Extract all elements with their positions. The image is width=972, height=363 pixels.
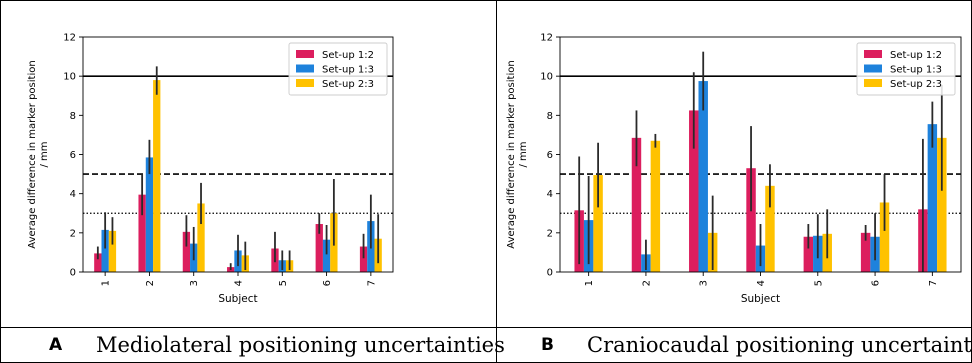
x-tick-label: 1 xyxy=(584,280,595,286)
y-tick-label: 4 xyxy=(547,189,553,200)
y-axis-label-line: Average difference in marker position xyxy=(506,60,517,248)
bar-set-up-2-3-subject-4 xyxy=(765,185,775,272)
bar-set-up-1-3-subject-3 xyxy=(698,81,708,272)
y-tick-label: 8 xyxy=(70,111,76,122)
legend-swatch xyxy=(864,50,882,58)
x-axis-label: Subject xyxy=(741,293,780,305)
bar-set-up-1-2-subject-1 xyxy=(94,253,102,272)
x-axis-label: Subject xyxy=(218,293,257,305)
y-tick-label: 0 xyxy=(70,268,76,279)
x-tick-label: 1 xyxy=(101,280,112,286)
y-tick-label: 2 xyxy=(70,228,76,239)
caption-b: B Craniocaudal positioning uncertainties xyxy=(497,327,972,363)
legend-swatch xyxy=(296,50,314,58)
legend-label: Set-up 1:2 xyxy=(322,50,374,61)
y-tick-label: 10 xyxy=(63,72,76,83)
x-tick-label: 6 xyxy=(871,280,882,286)
legend-swatch xyxy=(296,79,314,87)
caption-row-divider xyxy=(0,327,972,328)
legend-label: Set-up 1:2 xyxy=(890,50,942,61)
x-tick-label: 4 xyxy=(234,280,245,286)
x-tick-label: 5 xyxy=(278,280,289,286)
x-tick-label: 5 xyxy=(813,280,824,286)
bar-set-up-2-3-subject-7 xyxy=(937,137,947,272)
bar-set-up-2-3-subject-2 xyxy=(650,140,661,272)
y-tick-label: 8 xyxy=(547,111,553,122)
x-tick-label: 2 xyxy=(641,280,652,286)
panel-letter-a: A xyxy=(49,335,63,355)
x-tick-label: 7 xyxy=(366,280,377,286)
legend-label: Set-up 2:3 xyxy=(322,79,374,90)
bar-set-up-1-2-subject-4 xyxy=(746,168,756,272)
bar-set-up-2-3-subject-1 xyxy=(593,175,603,272)
legend-label: Set-up 2:3 xyxy=(890,79,942,90)
bar-set-up-1-2-subject-3 xyxy=(689,110,699,272)
legend-swatch xyxy=(296,64,314,73)
x-tick-label: 7 xyxy=(928,280,939,286)
y-tick-label: 0 xyxy=(547,268,553,279)
caption-text-a: Mediolateral positioning uncertainties xyxy=(96,333,505,357)
y-tick-label: 4 xyxy=(70,189,76,200)
y-tick-label: 12 xyxy=(540,33,553,44)
y-tick-label: 6 xyxy=(547,150,553,161)
y-tick-label: 10 xyxy=(540,72,553,83)
bar-set-up-1-3-subject-6 xyxy=(322,239,331,272)
legend-label: Set-up 1:3 xyxy=(890,65,942,76)
y-axis-label-line: / mm xyxy=(39,141,50,167)
bar-set-up-1-3-subject-7 xyxy=(927,124,938,272)
y-tick-label: 6 xyxy=(70,150,76,161)
bar-set-up-2-3-subject-2 xyxy=(153,80,161,272)
x-tick-label: 6 xyxy=(322,280,333,286)
bar-set-up-2-3-subject-3 xyxy=(197,203,205,272)
bar-set-up-2-3-subject-6 xyxy=(879,202,890,272)
y-tick-label: 12 xyxy=(63,33,76,44)
caption-a: A Mediolateral positioning uncertainties xyxy=(0,327,505,363)
x-tick-label: 4 xyxy=(756,280,767,286)
bar-set-up-1-3-subject-2 xyxy=(145,157,154,272)
legend-swatch xyxy=(864,64,882,73)
x-tick-label: 2 xyxy=(145,280,156,286)
y-axis-label: Average difference in marker position/ m… xyxy=(27,60,50,248)
bar-set-up-1-2-subject-3 xyxy=(182,231,191,272)
bar-set-up-1-3-subject-1 xyxy=(101,229,109,272)
bar-set-up-2-3-subject-1 xyxy=(108,230,117,272)
y-axis-label-line: / mm xyxy=(518,141,529,167)
y-axis-label: Average difference in marker position/ m… xyxy=(506,60,529,248)
bar-set-up-1-2-subject-7 xyxy=(359,246,368,272)
legend-swatch xyxy=(864,79,882,87)
legend-label: Set-up 1:3 xyxy=(322,65,374,76)
x-tick-label: 3 xyxy=(189,280,200,286)
y-tick-label: 2 xyxy=(547,228,553,239)
bar-set-up-1-2-subject-6 xyxy=(860,232,871,272)
bar-set-up-1-2-subject-5 xyxy=(803,236,814,272)
bar-set-up-1-2-subject-2 xyxy=(631,137,642,272)
bar-set-up-1-2-subject-6 xyxy=(315,224,323,272)
bar-set-up-1-2-subject-2 xyxy=(138,194,146,272)
caption-text-b: Craniocaudal positioning uncertainties xyxy=(587,333,972,357)
y-axis-label-line: Average difference in marker position xyxy=(27,60,38,248)
x-tick-label: 3 xyxy=(699,280,710,286)
panel-letter-b: B xyxy=(541,335,554,355)
